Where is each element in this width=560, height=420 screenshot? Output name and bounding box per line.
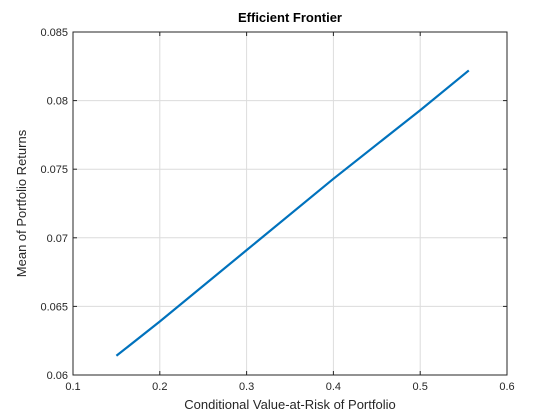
y-axis-label: Mean of Portfolio Returns xyxy=(14,129,29,277)
x-tick-label: 0.2 xyxy=(152,381,167,393)
x-axis-label: Conditional Value-at-Risk of Portfolio xyxy=(184,397,395,412)
series-layer xyxy=(115,69,470,357)
axes-box xyxy=(72,31,508,376)
x-tick-labels: 0.1 0.2 0.3 0.4 0.5 0.6 xyxy=(65,381,514,393)
y-tick-label: 0.07 xyxy=(47,233,68,245)
x-tick-label: 0.6 xyxy=(499,381,514,393)
ticks xyxy=(72,31,508,376)
y-tick-label: 0.08 xyxy=(47,96,68,108)
x-tick-label: 0.4 xyxy=(326,381,341,393)
y-tick-labels: 0.06 0.065 0.07 0.075 0.08 0.085 xyxy=(40,27,68,382)
x-tick-label: 0.1 xyxy=(65,381,80,393)
y-tick-label: 0.065 xyxy=(40,301,68,313)
x-tick-label: 0.3 xyxy=(239,381,254,393)
series-line xyxy=(115,69,470,357)
y-tick-label: 0.075 xyxy=(40,164,68,176)
y-tick-label: 0.085 xyxy=(40,27,68,39)
chart-title: Efficient Frontier xyxy=(238,10,342,25)
x-tick-label: 0.5 xyxy=(413,381,428,393)
y-tick-label: 0.06 xyxy=(47,370,68,382)
